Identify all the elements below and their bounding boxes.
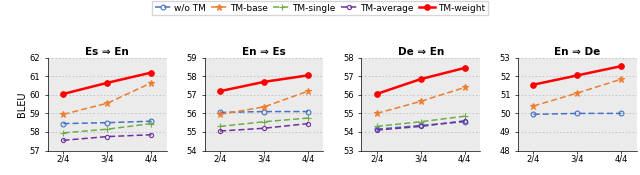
Title: En ⇒ Es: En ⇒ Es — [242, 47, 286, 57]
Title: Es ⇒ En: Es ⇒ En — [86, 47, 129, 57]
Title: De ⇒ En: De ⇒ En — [397, 47, 444, 57]
Y-axis label: BLEU: BLEU — [17, 91, 27, 117]
Legend: w/o TM, TM-base, TM-single, TM-average, TM-weight: w/o TM, TM-base, TM-single, TM-average, … — [152, 1, 488, 15]
Title: En ⇒ De: En ⇒ De — [554, 47, 600, 57]
